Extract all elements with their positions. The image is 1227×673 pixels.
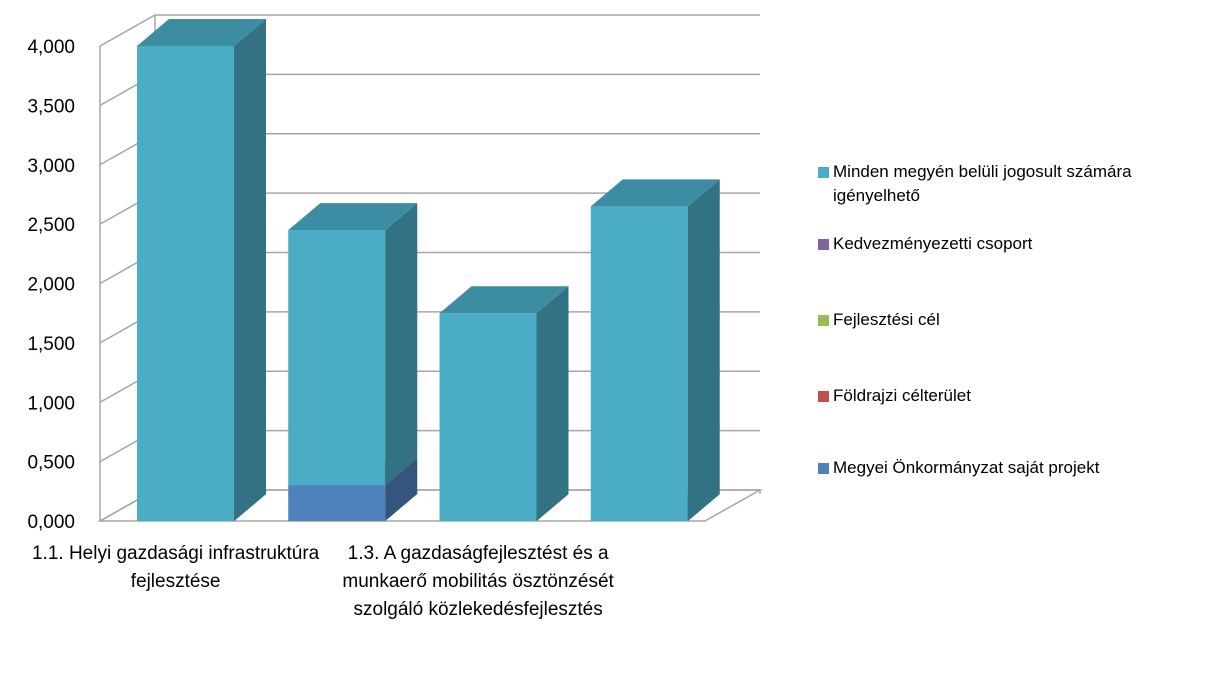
legend-item: Fejlesztési cél — [818, 308, 1218, 332]
y-tick-label: 0,000 — [27, 512, 75, 533]
y-tick-label: 1,000 — [27, 393, 75, 414]
bar-front — [288, 485, 386, 521]
legend-swatch — [818, 463, 829, 474]
bar-front — [590, 206, 688, 521]
y-tick-label: 3,500 — [27, 96, 75, 117]
legend-item: Kedvezményezetti csoport — [818, 232, 1218, 256]
legend-label: Kedvezményezetti csoport — [833, 234, 1033, 253]
bar-top — [288, 203, 418, 231]
bar-side — [687, 179, 720, 521]
side-grid-line — [99, 14, 156, 47]
bar-front — [439, 313, 537, 521]
legend-item: Földrajzi célterület — [818, 384, 1218, 408]
legend-label: Megyei Önkormányzat saját projekt — [833, 458, 1100, 477]
legend-swatch — [818, 391, 829, 402]
y-tick-label: 3,000 — [27, 156, 75, 177]
bar-top — [590, 179, 720, 207]
bar-side — [536, 286, 569, 521]
bar-front — [288, 230, 386, 486]
bar-top — [137, 19, 266, 46]
legend-label: Földrajzi célterület — [833, 386, 971, 405]
bar-side — [385, 458, 418, 521]
bar-front — [137, 46, 234, 521]
bar-top — [439, 286, 569, 314]
legend-swatch — [818, 167, 829, 178]
y-tick-label: 4,000 — [27, 37, 75, 58]
legend-item: Megyei Önkormányzat saját projekt — [818, 456, 1218, 480]
y-tick-label: 0,500 — [27, 453, 75, 474]
legend-swatch — [818, 315, 829, 326]
legend-label: Fejlesztési cél — [833, 310, 940, 329]
y-tick-label: 1,500 — [27, 334, 75, 355]
x-tick-label: 1.3. A gazdaságfejlesztést és a munkaerő… — [342, 543, 614, 620]
y-tick-label: 2,000 — [27, 275, 75, 296]
bar-side — [385, 203, 418, 486]
legend-label: Minden megyén belüli jogosult számára ig… — [833, 162, 1132, 205]
bar-side — [234, 19, 266, 521]
legend-item: Minden megyén belüli jogosult számára ig… — [818, 160, 1218, 208]
legend-swatch — [818, 239, 829, 250]
y-tick-label: 2,500 — [27, 215, 75, 236]
x-tick-label: 1.1. Helyi gazdasági infrastruktúra fejl… — [31, 543, 320, 592]
